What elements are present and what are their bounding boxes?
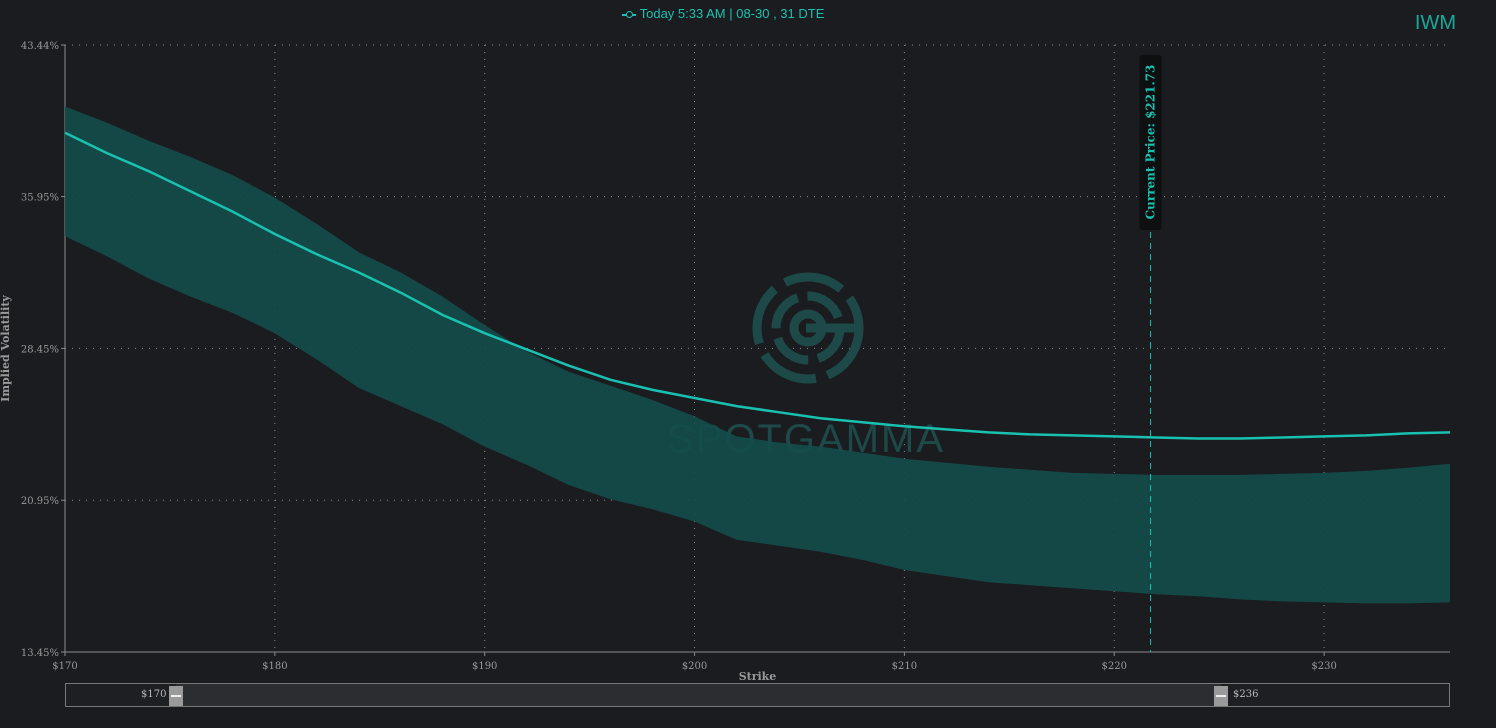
x-tick-label: $180 xyxy=(262,661,287,672)
navigator-min-label: $170 xyxy=(141,689,167,700)
x-tick-label: $200 xyxy=(682,661,707,672)
legend-label: Today 5:33 AM | 08-30 , 31 DTE xyxy=(639,6,825,21)
navigator-max-label: $236 xyxy=(1233,689,1259,700)
range-navigator[interactable]: $170 $236 xyxy=(65,683,1450,707)
x-tick-label: $230 xyxy=(1311,661,1336,672)
y-axis-title: Implied Volatility xyxy=(0,295,12,402)
y-tick-label: 20.95% xyxy=(21,496,59,507)
iv-series-line xyxy=(64,131,1451,440)
legend-line-marker-icon xyxy=(621,10,636,20)
current-price-label-bg xyxy=(1139,55,1162,230)
navigator-left-handle[interactable] xyxy=(169,686,183,706)
iv-range-band xyxy=(65,106,1450,604)
x-tick-label: $210 xyxy=(892,661,917,672)
current-price-marker: Current Price: $221.73 xyxy=(1139,55,1162,652)
y-tick-label: 43.44% xyxy=(21,41,59,52)
navigator-right-handle[interactable] xyxy=(1214,686,1228,706)
y-tick-label: 13.45% xyxy=(21,648,59,659)
navigator-selected-range[interactable] xyxy=(176,684,1221,706)
x-tick-label: $170 xyxy=(52,661,77,672)
spotgamma-logo-icon xyxy=(752,272,864,384)
y-tick-label: 35.95% xyxy=(21,193,59,204)
y-tick-label: 28.45% xyxy=(21,344,59,355)
current-price-label: Current Price: $221.73 xyxy=(1144,65,1158,220)
axis-labels: $170 $180 $190 $200 $210 $220 $230 13.45% 20.95%… xyxy=(0,41,1337,683)
x-tick-label: $220 xyxy=(1102,661,1127,672)
x-tick-label: $190 xyxy=(472,661,497,672)
x-axis-title: Strike xyxy=(739,670,777,683)
ticker-symbol: IWM xyxy=(1414,12,1456,34)
chart-legend[interactable]: Today 5:33 AM | 08-30 , 31 DTE xyxy=(0,6,1446,21)
